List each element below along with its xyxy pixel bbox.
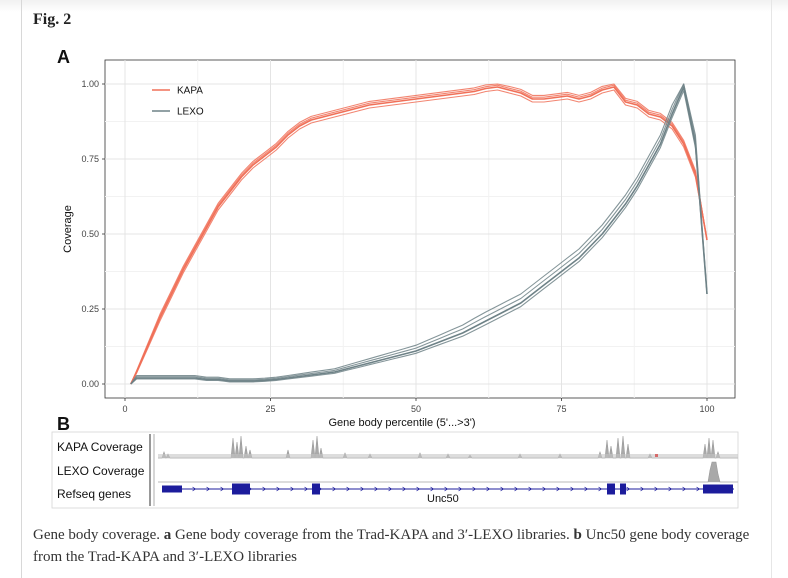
gene-exon <box>703 484 733 494</box>
top-shadow <box>0 0 788 12</box>
track-label-lexo: LEXO Coverage <box>57 464 145 478</box>
plot-panel <box>104 59 736 399</box>
frame-right-border <box>771 0 772 578</box>
strand-arrow <box>444 486 449 492</box>
gene-exon <box>312 483 320 495</box>
series-line-lexo <box>130 86 708 385</box>
gene-exon <box>162 485 182 493</box>
y-tick-label: 1.00 <box>81 79 99 89</box>
strand-arrow <box>402 486 407 492</box>
lexo-coverage-histogram <box>158 461 738 483</box>
strand-arrow <box>374 486 379 492</box>
strand-arrow <box>192 486 197 492</box>
strand-arrow <box>388 486 393 492</box>
x-tick-label: 100 <box>699 404 714 414</box>
y-axis-title: Coverage <box>62 205 74 253</box>
x-tick-label: 50 <box>411 404 421 414</box>
x-tick-label: 25 <box>265 404 275 414</box>
strand-arrow <box>556 486 561 492</box>
caption-intro: Gene body coverage. <box>33 527 161 543</box>
gene-exon <box>620 483 626 495</box>
strand-arrow <box>598 486 603 492</box>
caption-b-text: Unc50 gene body coverage from the Trad-K… <box>33 527 750 565</box>
legend-label-kapa: KAPA <box>177 86 203 97</box>
caption-a-label: a <box>163 527 172 543</box>
frame-left-border <box>21 0 22 578</box>
strand-arrow <box>458 486 463 492</box>
strand-arrow <box>584 486 589 492</box>
x-axis-title: Gene body percentile (5'...>3') <box>329 417 476 429</box>
strand-arrow <box>528 486 533 492</box>
strand-arrow <box>696 486 701 492</box>
gene-name-label: Unc50 <box>427 493 459 505</box>
strand-arrow <box>542 486 547 492</box>
series-line-kapa <box>130 83 708 385</box>
strand-arrow <box>262 486 267 492</box>
series-line-lexo <box>130 83 708 385</box>
strand-arrow <box>206 486 211 492</box>
caption-a-text: Gene body coverage from the Trad-KAPA an… <box>175 527 570 543</box>
kapa-variant-mark <box>655 454 658 457</box>
figure-title: Fig. 2 <box>33 11 72 28</box>
figure-caption: Gene body coverage. a Gene body coverage… <box>33 524 763 568</box>
y-tick-label: 0.00 <box>81 379 99 389</box>
strand-arrow <box>640 486 645 492</box>
series-line-kapa <box>130 84 708 385</box>
series-line-kapa <box>130 86 708 385</box>
y-tick-label: 0.25 <box>81 304 99 314</box>
panel-label-b: B <box>57 414 70 434</box>
strand-arrow <box>276 486 281 492</box>
strand-arrow <box>220 486 225 492</box>
strand-arrow <box>346 486 351 492</box>
gene-exon <box>607 483 615 495</box>
legend-label-lexo: LEXO <box>177 107 204 118</box>
y-tick-label: 0.75 <box>81 154 99 164</box>
strand-arrow <box>416 486 421 492</box>
strand-arrow <box>430 486 435 492</box>
strand-arrow <box>668 486 673 492</box>
strand-arrow <box>332 486 337 492</box>
track-label-kapa: KAPA Coverage <box>57 440 143 454</box>
strand-arrow <box>654 486 659 492</box>
strand-arrow <box>500 486 505 492</box>
series-line-kapa <box>130 89 708 385</box>
strand-arrow <box>570 486 575 492</box>
series-line-lexo <box>130 83 708 385</box>
strand-arrow <box>514 486 519 492</box>
x-tick-label: 0 <box>122 404 127 414</box>
panel-label-a: A <box>57 47 70 67</box>
gene-exon <box>232 483 250 495</box>
strand-arrow <box>472 486 477 492</box>
strand-arrow <box>682 486 687 492</box>
track-panel <box>51 431 739 509</box>
strand-arrow <box>290 486 295 492</box>
strand-arrow <box>304 486 309 492</box>
x-tick-label: 75 <box>556 404 566 414</box>
caption-b-label: b <box>573 527 582 543</box>
y-tick-label: 0.50 <box>81 229 99 239</box>
track-label-refseq: Refseq genes <box>57 487 132 501</box>
series-line-lexo <box>130 90 708 385</box>
strand-arrow <box>360 486 365 492</box>
kapa-coverage-floor <box>158 454 738 458</box>
strand-arrow <box>626 486 631 492</box>
strand-arrow <box>486 486 491 492</box>
